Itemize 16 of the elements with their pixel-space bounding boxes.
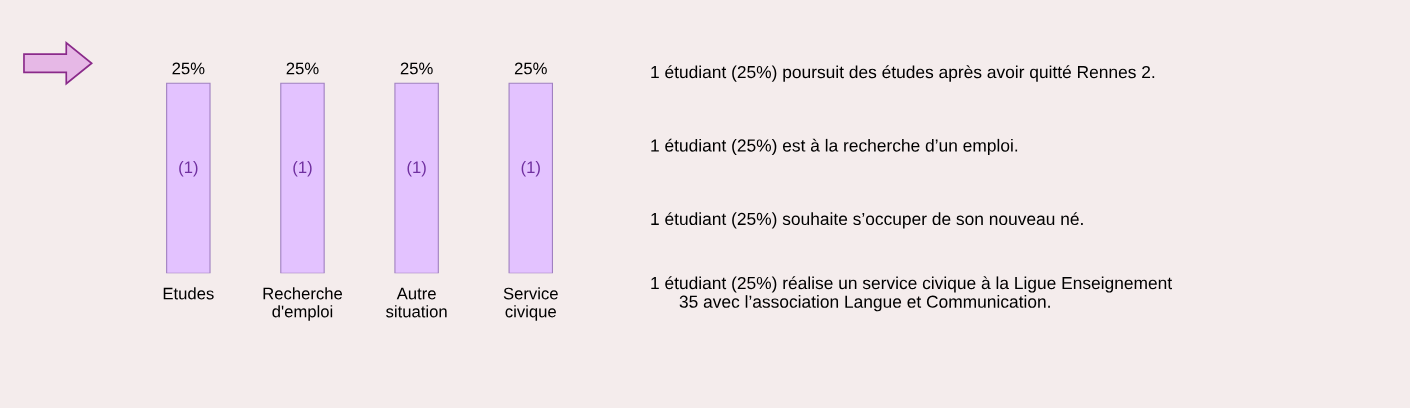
text: 1 étudiant (25%) réalise un service civique à la Ligue Enseignement 35 avec l’association Langue et Communication. <box>651 276 1172 312</box>
text: 1 étudiant (25%) souhaite s’occuper de son nouveau né. <box>651 212 1083 229</box>
x-tick-label: Recherche d'emploi <box>263 287 343 321</box>
annotation: (1) <box>293 161 312 177</box>
x-tick-label: Service civique <box>503 287 558 321</box>
data-label: 25% <box>172 62 205 75</box>
data-label: 25% <box>514 62 547 75</box>
annotation: (1) <box>179 161 198 177</box>
text: 1 étudiant (25%) poursuit des études après avoir quitté Rennes 2. <box>651 65 1155 82</box>
x-tick-label: Autre situation <box>386 287 447 318</box>
data-label: 25% <box>400 62 433 75</box>
annotation: (1) <box>521 161 540 177</box>
data-label: 25% <box>286 62 319 75</box>
text: 1 étudiant (25%) est à la recherche d’un emploi. <box>651 138 1018 156</box>
annotation: (1) <box>407 161 426 177</box>
x-tick-label: Etudes <box>163 287 214 300</box>
